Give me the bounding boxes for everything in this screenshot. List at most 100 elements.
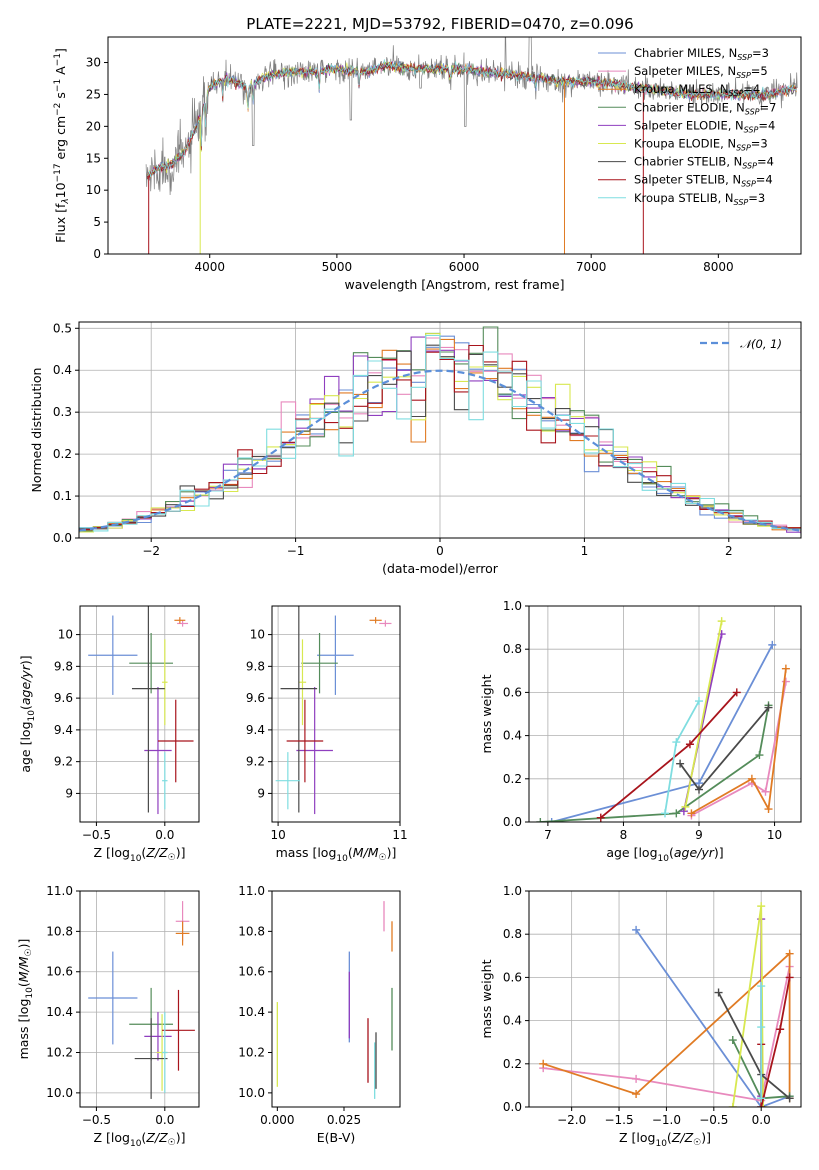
x-tick-label: 6000 xyxy=(449,260,480,274)
weight-marker-kroupa_stelib xyxy=(672,738,681,747)
weight-marker-chabrier_stelib xyxy=(785,1094,794,1103)
y-tick-label: 30 xyxy=(86,56,101,70)
axes-frame xyxy=(271,890,401,1108)
weight-marker-kroupa_stelib xyxy=(661,809,669,818)
x-axis-label: E(B-V) xyxy=(317,1130,356,1145)
plot-area-mass_vs_ebv xyxy=(276,901,393,1099)
chart-age_vs_Z: −0.5 0.0 9 9.2 9.4 9.6 9.8 10 Z [log10(Z/Z☉)] age… xyxy=(18,605,200,864)
weight-series-kroupa_stelib xyxy=(661,697,703,818)
weight-marker-chabrier_miles xyxy=(632,925,641,934)
y-tick-label: 0.4 xyxy=(503,1014,522,1028)
gaussian-curve xyxy=(79,369,801,532)
x-tick-label: 4000 xyxy=(194,260,225,274)
plot-area-age_vs_mass xyxy=(275,606,392,815)
plot-area-residuals xyxy=(79,326,801,535)
y-tick-label: 0.2 xyxy=(503,1057,522,1071)
error-bar-kroupa_miles xyxy=(175,921,190,946)
weight-marker-salpeter_stelib xyxy=(776,1025,785,1034)
weight-line-kroupa_miles xyxy=(690,668,787,815)
y-tick-label: 9.2 xyxy=(54,755,73,769)
y-tick-label: 10.6 xyxy=(238,965,265,979)
figure-title: PLATE=2221, MJD=53792, FIBERID=0470, z=0… xyxy=(246,15,633,33)
y-tick-label: 1.0 xyxy=(503,884,522,898)
error-bar-chabrier_stelib xyxy=(131,606,165,813)
weight-series-chabrier_stelib xyxy=(676,703,773,794)
weight-series-chabrier_miles xyxy=(547,640,777,822)
x-tick-label: 11 xyxy=(392,828,407,842)
y-tick-label: 0.6 xyxy=(503,685,522,699)
x-axis-label: wavelength [Angstrom, rest frame] xyxy=(344,277,564,292)
weight-marker-kroupa_elodie xyxy=(681,802,690,811)
error-bar-kroupa_stelib xyxy=(162,1012,168,1093)
weight-line-kroupa_miles xyxy=(542,951,791,1099)
error-bar-chabrier_miles xyxy=(88,615,138,695)
error-bar-kroupa_miles xyxy=(369,617,382,624)
legend-label-salpeter_elodie: Salpeter ELODIE, NSSP=4 xyxy=(634,118,775,134)
weight-marker-kroupa_miles xyxy=(747,774,756,783)
weight-marker-chabrier_elodie xyxy=(536,818,545,822)
y-tick-label: 9.8 xyxy=(246,659,265,673)
x-axis-label: Z [log10(Z/Z☉)] xyxy=(94,1130,186,1149)
y-tick-label: 20 xyxy=(86,119,101,133)
error-bar-salpeter_miles xyxy=(177,620,189,627)
x-axis-label: mass [log10(M/M☉)] xyxy=(276,845,397,864)
y-tick-label: 9.2 xyxy=(246,755,265,769)
error-bar-salpeter_elodie xyxy=(296,687,333,815)
y-tick-label: 0.2 xyxy=(503,772,522,786)
residual-hist-kroupa_stelib xyxy=(79,334,801,532)
x-tick-label: −2 xyxy=(142,544,160,558)
error-bar-kroupa_stelib xyxy=(275,752,301,810)
y-axis-label: age [log10(age/yr)] xyxy=(18,655,37,772)
weight-marker-chabrier_stelib xyxy=(714,988,723,997)
error-bar-kroupa_elodie xyxy=(298,639,307,726)
weight-marker-kroupa_elodie xyxy=(759,1103,768,1107)
axes-frame xyxy=(79,890,200,1108)
chart-weight_vs_age: 7 8 9 10 0.0 0.2 0.4 0.6 0.8 1.0 age [log10(age/yr… xyxy=(479,599,802,864)
y-tick-label: 9.4 xyxy=(246,723,265,737)
weight-line-chabrier_miles xyxy=(635,929,790,1107)
x-tick-label: −2.0 xyxy=(557,1113,586,1127)
weight-series-kroupa_elodie xyxy=(681,617,726,811)
y-tick-label: 9.6 xyxy=(246,691,265,705)
y-tick-label: 10 xyxy=(250,628,265,642)
x-tick-label: 9 xyxy=(695,828,703,842)
x-tick-label: −0.5 xyxy=(82,828,111,842)
weight-marker-kroupa_elodie xyxy=(728,1103,737,1107)
x-tick-label: 0.0 xyxy=(155,828,174,842)
chart-mass_vs_ebv: 0.000 0.025 10.0 10.2 10.4 10.6 10.8 11.0 E(B-V) xyxy=(238,884,401,1145)
model-spectrum-kroupa_stelib xyxy=(147,59,797,177)
x-tick-label: 5000 xyxy=(322,260,353,274)
weight-marker-kroupa_miles xyxy=(632,1090,641,1099)
weight-marker-chabrier_miles xyxy=(547,818,556,822)
y-tick-label: 1.0 xyxy=(503,599,522,613)
weight-marker-chabrier_elodie xyxy=(728,1036,737,1045)
y-tick-label: 10.2 xyxy=(238,1045,265,1059)
weight-marker-kroupa_miles xyxy=(764,805,773,814)
weight-marker-chabrier_stelib xyxy=(676,759,685,768)
weight-marker-salpeter_stelib xyxy=(785,973,794,982)
weight-marker-kroupa_miles xyxy=(687,809,696,818)
weight-marker-kroupa_stelib xyxy=(757,1094,766,1103)
y-tick-label: 0.6 xyxy=(503,970,522,984)
weight-marker-salpeter_miles xyxy=(761,787,770,796)
plot-area-mass_vs_Z xyxy=(88,901,195,1099)
x-tick-label: 0.025 xyxy=(327,1113,361,1127)
y-tick-label: 10.0 xyxy=(238,1086,265,1100)
legend: Chabrier MILES, NSSP=3 Salpeter MILES, NS… xyxy=(598,46,776,207)
y-axis-label: Normed distribution xyxy=(29,368,44,493)
x-tick-label: −0.5 xyxy=(82,1113,111,1127)
weight-marker-salpeter_elodie xyxy=(679,807,688,816)
y-tick-label: 0 xyxy=(93,247,101,261)
legend-label-chabrier_stelib: Chabrier STELIB, NSSP=4 xyxy=(634,155,774,171)
x-tick-label: 0.0 xyxy=(752,1113,771,1127)
y-tick-label: 9.4 xyxy=(54,723,73,737)
legend-label-salpeter_stelib: Salpeter STELIB, NSSP=4 xyxy=(634,173,773,189)
error-bar-kroupa_elodie xyxy=(162,639,168,726)
x-tick-label: 2 xyxy=(725,544,733,558)
error-bar-chabrier_elodie xyxy=(129,633,174,694)
weight-marker-salpeter_miles xyxy=(781,677,790,686)
error-bar-chabrier_elodie xyxy=(301,633,338,694)
weight-series-kroupa_stelib xyxy=(757,982,766,1103)
weight-line-kroupa_stelib xyxy=(664,700,700,814)
